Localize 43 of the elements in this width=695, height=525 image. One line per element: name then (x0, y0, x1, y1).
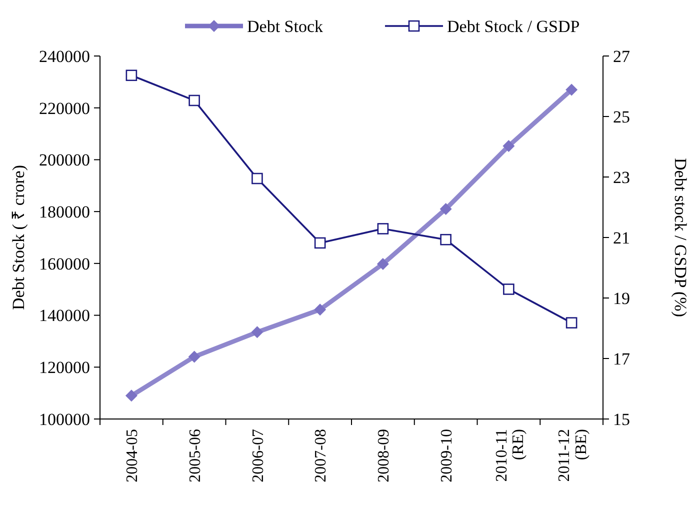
y2-tick-label: 19 (613, 288, 630, 308)
x-tick-label: 2004-05 (124, 429, 142, 482)
point (503, 284, 514, 295)
x-tick-label: 2008-09 (376, 429, 393, 482)
legend-label: Debt Stock / GSDP (447, 17, 580, 36)
y-tick-label: 140000 (39, 306, 90, 326)
y2-tick-label: 23 (613, 168, 630, 187)
y-tick-label: 240000 (39, 46, 90, 66)
y2-axis-title: Debt stock / GSDP (%) (671, 158, 690, 317)
y-tick-label: 120000 (39, 358, 90, 378)
point (188, 350, 200, 363)
point (251, 326, 264, 338)
y-tick-label: 180000 (39, 202, 90, 222)
point (188, 94, 200, 106)
x-tick-label: 2007-08 (312, 429, 330, 482)
y-tick-label: 220000 (39, 98, 90, 118)
point (566, 84, 578, 96)
point (566, 317, 578, 328)
y-tick-label: 200000 (39, 150, 90, 170)
x-tick-label: 2010-11 (RE) (493, 429, 528, 482)
x-tick-label: 2011-12 (BE) (556, 429, 590, 482)
point (440, 202, 452, 215)
y2-tick-label: 27 (613, 46, 630, 66)
point (502, 140, 515, 152)
y-tick-label: 160000 (39, 254, 90, 274)
x-tick-label: 2006-07 (250, 429, 267, 482)
x-tick-label: 2009-10 (438, 429, 456, 482)
point (314, 237, 326, 249)
point (440, 234, 452, 246)
point (314, 304, 326, 316)
point (126, 70, 138, 82)
point (376, 258, 389, 270)
y-axis-title: Debt Stock ( ₹ crore) (9, 164, 28, 310)
legend-label: Debt Stock (247, 17, 324, 36)
y2-tick-label: 15 (613, 410, 630, 429)
point (377, 223, 389, 234)
y2-tick-label: 25 (613, 107, 630, 126)
x-tick-label: 2005-06 (186, 429, 204, 482)
point (252, 172, 263, 184)
y2-tick-label: 21 (613, 228, 630, 248)
y2-tick-label: 17 (613, 349, 630, 368)
y-tick-label: 100000 (39, 410, 90, 429)
point (125, 390, 138, 402)
